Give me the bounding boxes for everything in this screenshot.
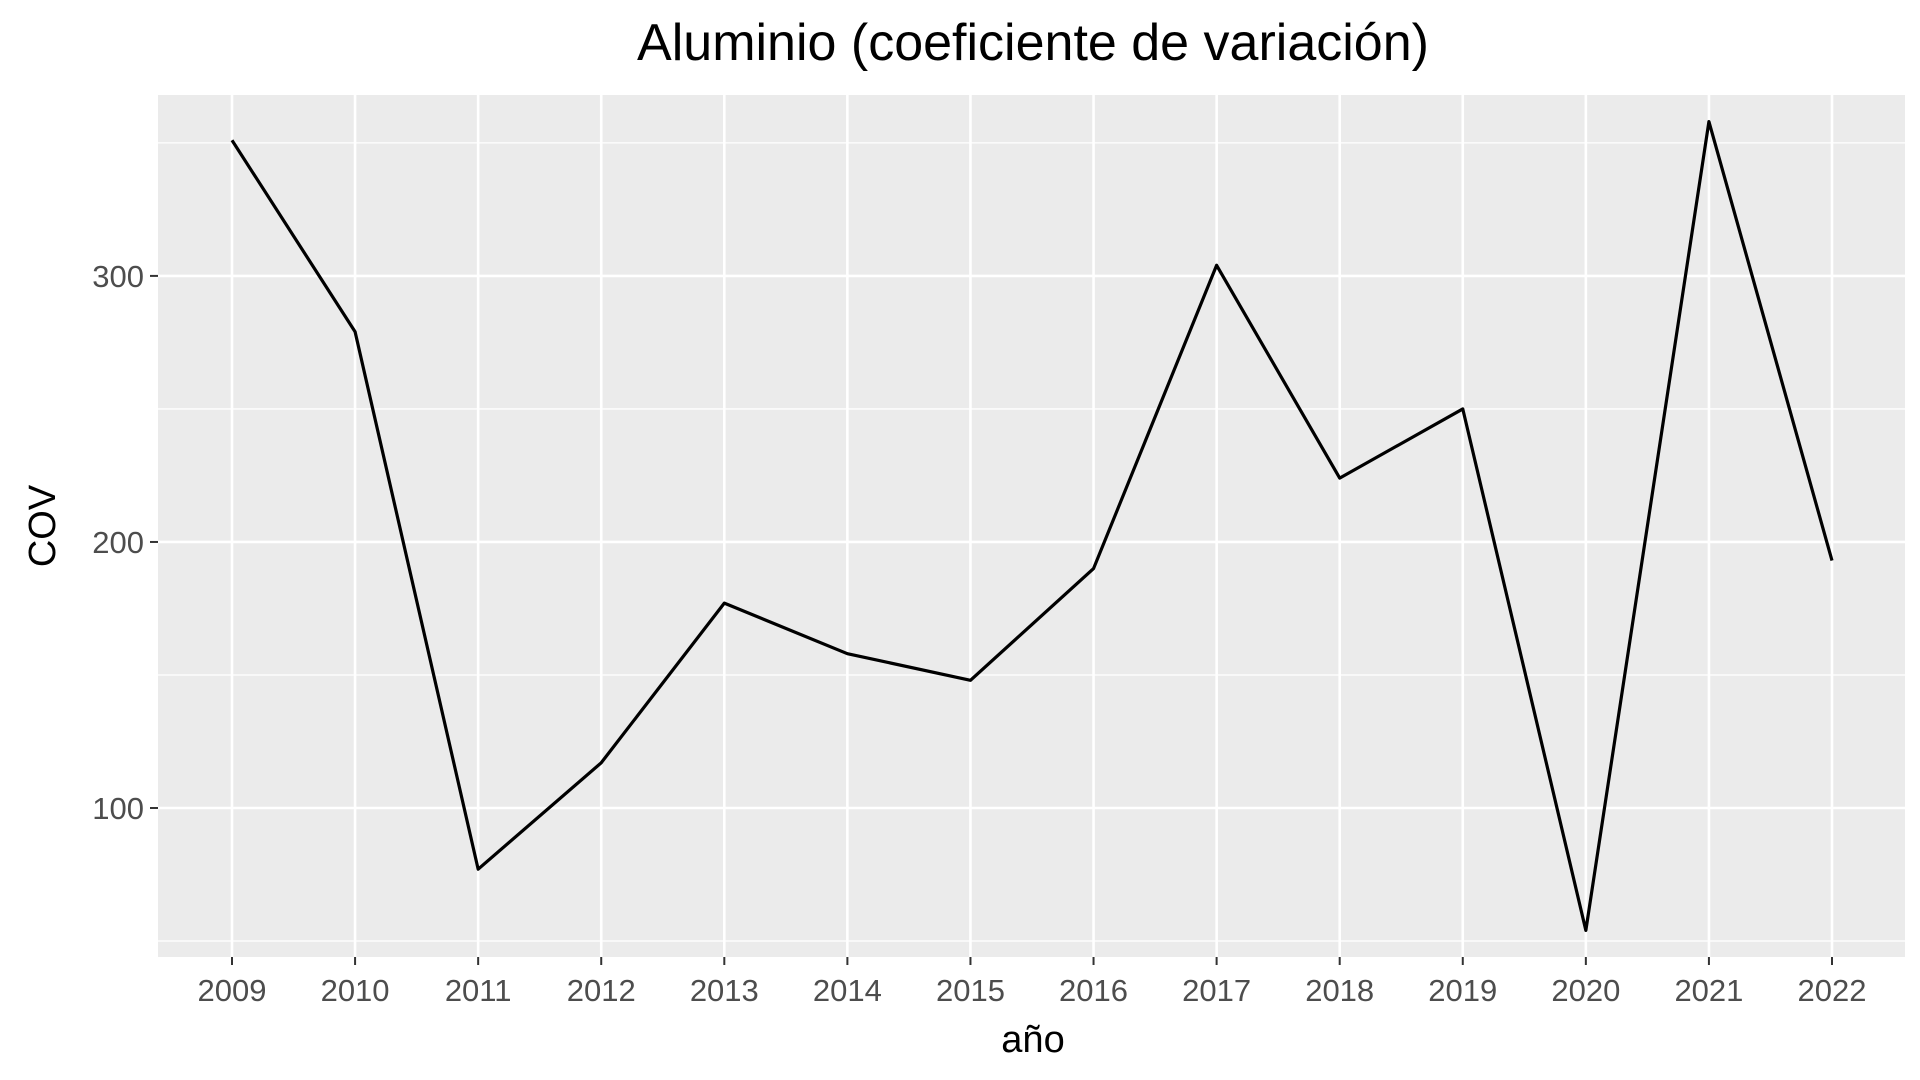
x-tick-label: 2014 bbox=[813, 973, 882, 1008]
x-tick-label: 2016 bbox=[1059, 973, 1128, 1008]
x-tick-label: 2020 bbox=[1551, 973, 1620, 1008]
x-axis-title: año bbox=[1001, 1019, 1064, 1061]
x-tick-label: 2022 bbox=[1798, 973, 1867, 1008]
x-tick-label: 2015 bbox=[936, 973, 1005, 1008]
x-tick-label: 2013 bbox=[690, 973, 759, 1008]
x-tick-label: 2011 bbox=[445, 973, 512, 1008]
plot-panel bbox=[158, 95, 1905, 957]
x-tick-label: 2021 bbox=[1674, 973, 1743, 1008]
y-tick-label: 100 bbox=[92, 791, 144, 826]
x-tick-label: 2009 bbox=[198, 973, 267, 1008]
x-tick-label: 2010 bbox=[321, 973, 390, 1008]
series-layer bbox=[230, 119, 1834, 933]
x-tick-label: 2019 bbox=[1428, 973, 1497, 1008]
series-line bbox=[230, 119, 1834, 933]
x-tick-label: 2012 bbox=[567, 973, 636, 1008]
y-axis-title: COV bbox=[22, 484, 64, 567]
axis-layer: 100 200 300 2009 2010 2011 2012 2013 2014 2015 201… bbox=[92, 259, 1866, 1008]
y-tick-label: 300 bbox=[92, 259, 144, 294]
x-tick-label: 2017 bbox=[1182, 973, 1251, 1008]
chart-title: Aluminio (coeficiente de variación) bbox=[637, 14, 1429, 72]
x-tick-label: 2018 bbox=[1305, 973, 1374, 1008]
grid-layer bbox=[158, 95, 1905, 957]
y-tick-label: 200 bbox=[92, 525, 144, 560]
